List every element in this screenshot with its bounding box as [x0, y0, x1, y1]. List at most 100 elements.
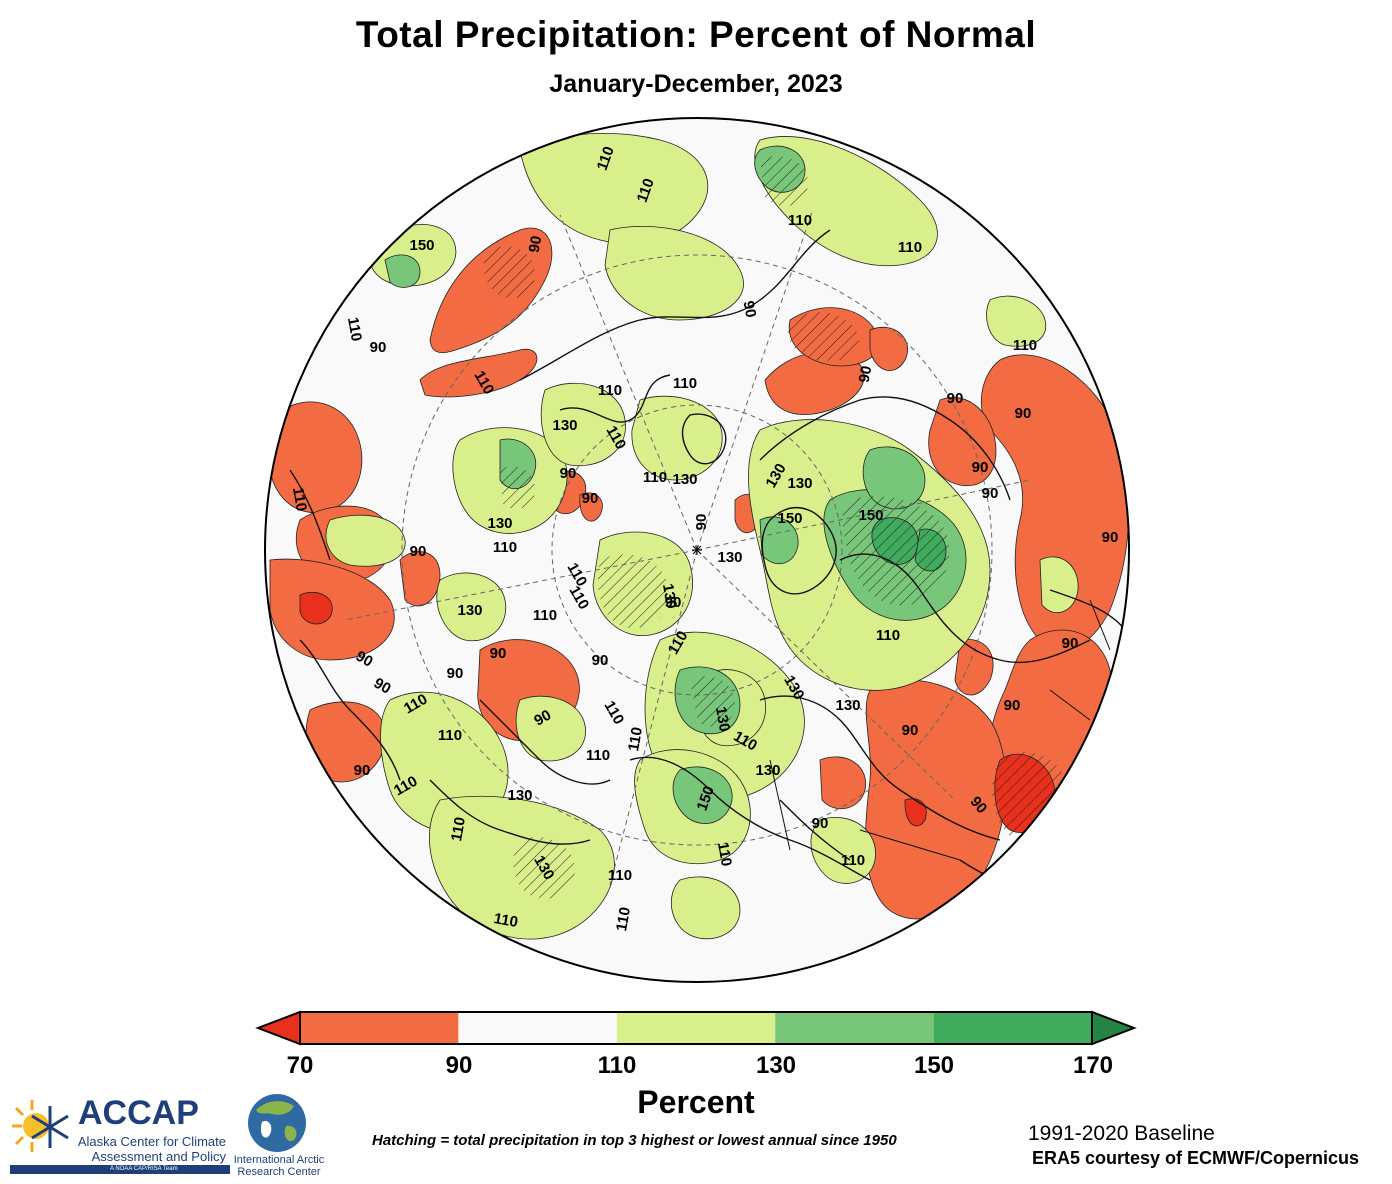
- contour-label: 90: [1062, 635, 1079, 652]
- contour-label: 90: [560, 465, 577, 482]
- contour-label: 130: [552, 417, 577, 434]
- region-far-below-normal: [299, 591, 333, 625]
- accap-tagline-line1: Alaska Center for Climate: [77, 1134, 226, 1149]
- data-source-label: ERA5 courtesy of ECMWF/Copernicus: [1032, 1148, 1360, 1168]
- contour-label: 110: [493, 539, 517, 556]
- contour-label: 90: [582, 490, 599, 507]
- accap-tagline-line2: Assessment and Policy: [91, 1149, 226, 1164]
- region-above-normal: [631, 395, 723, 481]
- contour-label: 110: [625, 726, 646, 753]
- region-well-above-normal: [672, 766, 733, 824]
- map-disc: [265, 118, 1129, 982]
- contour-label: 90: [490, 645, 507, 662]
- hatched-area: [760, 156, 809, 207]
- accap-bar: [10, 1165, 230, 1174]
- contour-label: 110: [438, 727, 462, 744]
- contour-label: 90: [1004, 697, 1021, 714]
- contour-label: 130: [717, 549, 742, 566]
- colorbar-tick-label: 130: [755, 1052, 797, 1079]
- iarc-logo: International Arctic Research Center: [224, 1090, 334, 1182]
- region-above-normal: [671, 876, 741, 940]
- contour-label: 90: [812, 815, 829, 832]
- region-well-above-normal: [384, 254, 421, 288]
- contour-label: 90: [693, 514, 710, 531]
- contour-label: 130: [507, 787, 532, 804]
- political-borders: [769, 599, 1111, 861]
- contour-label: 110: [673, 375, 697, 392]
- accap-bar-text: A NOAA CAP/RISA Team: [110, 1166, 178, 1172]
- region-below-normal: [399, 551, 441, 607]
- contour-label: 110: [898, 239, 922, 256]
- hatched-area: [513, 836, 575, 899]
- contour-label: 110: [598, 382, 622, 399]
- contour-label: 90: [531, 707, 554, 730]
- baseline-label: 1991-2020 Baseline: [1028, 1122, 1215, 1145]
- contour-label: 130: [835, 697, 860, 714]
- region-above-normal: [325, 514, 406, 567]
- colorbar: [255, 1010, 1137, 1046]
- hatched-area: [483, 246, 535, 299]
- region-below-normal: [819, 756, 867, 809]
- contour-label: 130: [672, 471, 697, 488]
- sun-snowflake-icon: [12, 1100, 69, 1152]
- contour-label: 110: [643, 469, 667, 486]
- region-below-normal: [419, 348, 538, 398]
- colorbar-unit-label: Percent: [637, 1084, 755, 1120]
- region-above-normal: [436, 572, 507, 642]
- region-below-normal: [579, 492, 603, 522]
- contour-label: 150: [409, 237, 434, 254]
- colorbar-tick-label: 70: [286, 1052, 314, 1079]
- contour-label: 90: [371, 675, 394, 698]
- iarc-name-line2: Research Center: [237, 1166, 321, 1178]
- contour-label: 130: [712, 705, 733, 733]
- contour-label: 110: [876, 627, 900, 644]
- contour-label: 110: [586, 747, 610, 764]
- contour-label: 110: [448, 816, 469, 843]
- contour-label: 110: [608, 867, 632, 884]
- contour-label: 90: [947, 390, 964, 407]
- contour-label: 150: [858, 507, 883, 524]
- coastlines: [289, 229, 1126, 901]
- contour-label: 130: [787, 475, 812, 492]
- hatched-area: [597, 554, 670, 629]
- colorbar-high-extend: [1091, 1010, 1137, 1046]
- colorbar-tick-label: 170: [1072, 1052, 1114, 1079]
- map-title: Total Precipitation: Percent of Normal: [355, 14, 1037, 55]
- contour-label: 150: [777, 510, 802, 527]
- contour-label: 110: [492, 910, 519, 931]
- contour-label: 90: [370, 339, 387, 356]
- graticule: [344, 211, 1031, 886]
- colorbar-segment: [616, 1012, 776, 1044]
- iarc-name: International Arctic Research Center: [224, 1154, 334, 1178]
- map-subtitle: January-December, 2023: [549, 70, 843, 98]
- contour-label: 130: [755, 762, 780, 779]
- contour-label: 90: [410, 543, 427, 560]
- contour-label: 90: [592, 652, 609, 669]
- contour-label: 130: [457, 602, 482, 619]
- map-boundary: [264, 117, 1130, 983]
- region-far-below-normal: [904, 798, 927, 827]
- contour-label: 90: [353, 648, 376, 671]
- colorbar-segment: [933, 1012, 1092, 1044]
- contour-label: 90: [1015, 405, 1032, 422]
- region-above-normal: [519, 133, 709, 245]
- contour-label: 130: [659, 582, 680, 610]
- hatched-areas: [483, 156, 1070, 899]
- colorbar-tick-label: 110: [597, 1052, 637, 1079]
- region-well-above-normal: [759, 516, 799, 565]
- contour-label: 90: [526, 235, 546, 254]
- hatched-area: [787, 312, 860, 362]
- colorbar-tick-label: 90: [445, 1052, 473, 1079]
- region-below-normal: [954, 638, 994, 696]
- contour-label: 110: [1013, 337, 1037, 354]
- contour-label: 110: [533, 607, 557, 624]
- hatching-note: Hatching = total precipitation in top 3 …: [372, 1132, 897, 1149]
- region-above-normal: [986, 295, 1047, 347]
- contour-label: 110: [714, 841, 735, 868]
- iarc-name-line1: International Arctic: [233, 1154, 325, 1166]
- contour-label: 90: [972, 459, 989, 476]
- globe-icon: [248, 1094, 306, 1152]
- hatched-area: [690, 676, 735, 727]
- contour-label: 90: [982, 485, 999, 502]
